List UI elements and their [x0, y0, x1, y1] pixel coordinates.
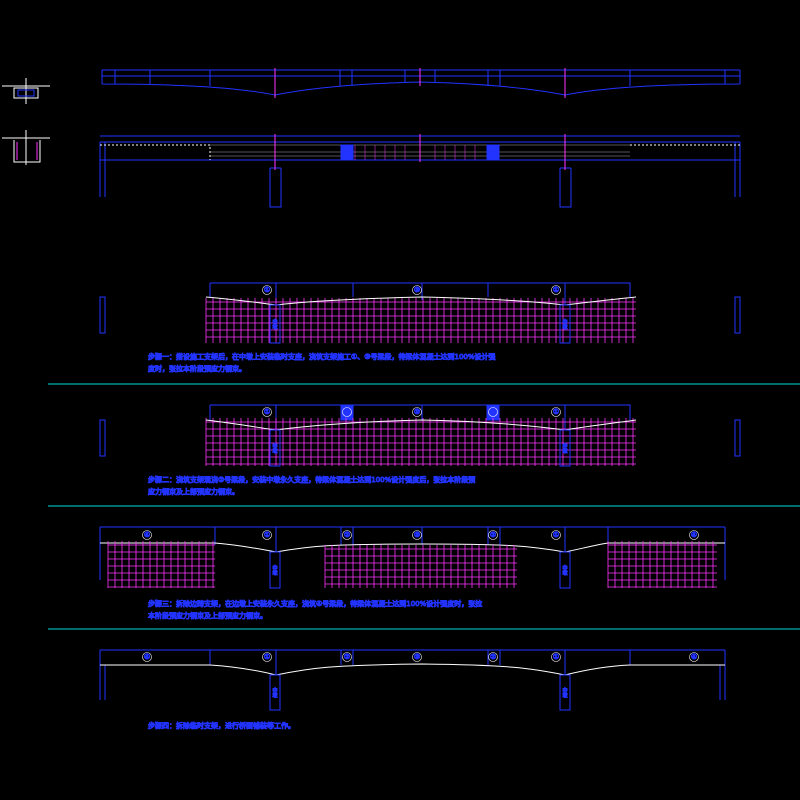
- pier: [269, 551, 281, 589]
- elevation-top: [101, 68, 741, 98]
- pier-label: 中墩: [562, 318, 568, 330]
- pier-label: 中墩: [562, 687, 568, 699]
- segment-circle: [262, 407, 272, 417]
- segment-label: ③: [414, 653, 420, 661]
- pier: [559, 429, 571, 467]
- segment-circle: [142, 530, 152, 540]
- segment-label: ④: [144, 653, 150, 661]
- segment-label: ①: [553, 531, 559, 539]
- segment-label: ①: [264, 531, 270, 539]
- segment-circle: [488, 530, 498, 540]
- scaffold: [607, 541, 717, 588]
- steps: 中墩 中墩① ③ ①步骤一：搭设施工支架后，在中墩上安装临时支座，浇筑支架施工①、③号…: [99, 282, 741, 731]
- step-text: 步骤一：搭设施工支架后，在中墩上安装临时支座，浇筑支架施工①、③号梁段，待梁体混…: [148, 352, 496, 361]
- scaffold: [205, 418, 636, 466]
- end-pier: [99, 419, 106, 457]
- segment-label: ②: [490, 408, 496, 416]
- deck: [209, 404, 631, 430]
- segment-label: ②: [344, 408, 350, 416]
- segment-label: ①: [553, 653, 559, 661]
- segment-label: ③: [414, 531, 420, 539]
- segment-circle: [551, 652, 561, 662]
- segment-circle: [689, 652, 699, 662]
- step-text: 步骤四：拆除临时支架，进行桥面铺装等工作。: [148, 721, 295, 730]
- segment-circle: [412, 652, 422, 662]
- segment-label: ①: [264, 653, 270, 661]
- scaffold: [107, 541, 215, 588]
- segment-label: ②: [490, 531, 496, 539]
- segment-label: ①: [264, 286, 270, 294]
- segment-circle: [142, 652, 152, 662]
- deck: [99, 526, 726, 580]
- segment-circle: [262, 285, 272, 295]
- step-text: 应力钢束及上部预应力钢束。: [148, 487, 239, 496]
- segment-circle: [689, 530, 699, 540]
- segment-label: ④: [691, 653, 697, 661]
- segment-label: ②: [344, 653, 350, 661]
- pier-label: 中墩: [272, 318, 278, 330]
- segment-label: ③: [414, 286, 420, 294]
- deck: [209, 282, 631, 305]
- segment-circle: [412, 407, 422, 417]
- segment-circle: [342, 407, 352, 417]
- segment-label: ④: [144, 531, 150, 539]
- segment-label: ①: [553, 286, 559, 294]
- pier-label: 中墩: [272, 687, 278, 699]
- step-text: 本阶段预应力钢束及上部预应力钢束。: [148, 611, 267, 620]
- end-pier: [734, 296, 741, 334]
- segment-label: ②: [490, 653, 496, 661]
- pier: [559, 551, 571, 589]
- step-text: 步骤二：浇筑支架现浇②号梁段，安装中墩永久支座，待梁体混凝土达到100%设计强度…: [148, 475, 475, 484]
- step-text: 度时，张拉本阶段预应力钢束。: [148, 364, 246, 373]
- step-text: 步骤三：拆除边跨支架，在边墩上安装永久支座，浇筑④号梁段，待梁体混凝土达到100…: [148, 599, 482, 608]
- segment-circle: [551, 530, 561, 540]
- segment-circle: [412, 530, 422, 540]
- segment-circle: [412, 285, 422, 295]
- elevation-main: [99, 134, 741, 208]
- pier: [559, 674, 571, 711]
- segment-label: ①: [264, 408, 270, 416]
- cross-section: [2, 78, 50, 165]
- segment-label: ②: [344, 531, 350, 539]
- segment-circle: [342, 530, 352, 540]
- segment-label: ④: [691, 531, 697, 539]
- pier: [559, 304, 571, 344]
- segment-circle: [488, 652, 498, 662]
- separator: [48, 383, 800, 630]
- pier: [269, 304, 281, 344]
- segment-label: ①: [553, 408, 559, 416]
- pier: [269, 429, 281, 467]
- end-pier: [99, 296, 106, 334]
- pier-label: 中墩: [562, 564, 568, 576]
- scaffold: [324, 545, 517, 588]
- segment-circle: [262, 530, 272, 540]
- segment-circle: [551, 407, 561, 417]
- deck-soffit: [205, 296, 637, 306]
- deck-soffit: [100, 663, 725, 676]
- segment-circle: [551, 285, 561, 295]
- segment-circle: [342, 652, 352, 662]
- pier-label: 中墩: [272, 442, 278, 454]
- deck-soffit: [100, 542, 725, 553]
- deck-soffit: [205, 419, 637, 431]
- segment-circle: [262, 652, 272, 662]
- pier: [269, 674, 281, 711]
- pier-label: 中墩: [272, 564, 278, 576]
- end-pier: [734, 419, 741, 457]
- pier-label: 中墩: [562, 442, 568, 454]
- segment-circle: [488, 407, 498, 417]
- deck: [99, 649, 726, 700]
- segment-label: ③: [414, 408, 420, 416]
